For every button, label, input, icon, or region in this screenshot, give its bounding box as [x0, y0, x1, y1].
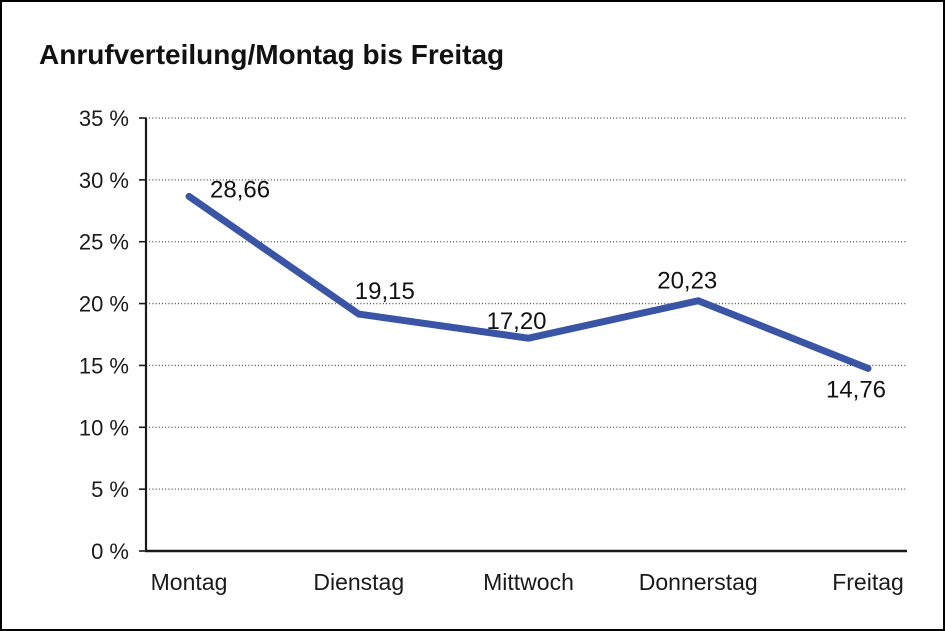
- value-label: 17,20: [486, 308, 546, 335]
- y-tick-label: 5 %: [91, 477, 129, 502]
- x-tick-label: Donnerstag: [639, 569, 758, 595]
- value-label: 20,23: [657, 268, 717, 295]
- axes-group: [139, 117, 907, 553]
- y-tick-label: 35 %: [79, 106, 129, 131]
- y-tick-label: 0 %: [91, 539, 129, 564]
- x-tick-label: Montag: [151, 569, 228, 595]
- y-tick-label: 30 %: [79, 168, 129, 193]
- x-tick-label: Dienstag: [313, 569, 404, 595]
- labels-group: 35 % 30 % 25 % 20 % 15 % 10 % 5 % 0 % Montag Dien…: [79, 106, 904, 595]
- value-label: 28,66: [210, 176, 270, 203]
- y-tick-label: 15 %: [79, 353, 129, 378]
- data-line: [185, 192, 872, 372]
- value-label: 14,76: [826, 376, 886, 403]
- data-series-group: [185, 192, 872, 372]
- value-label: 19,15: [355, 278, 415, 305]
- y-tick-label: 20 %: [79, 292, 129, 317]
- gridlines-group: [146, 117, 907, 490]
- x-tick-label: Mittwoch: [483, 569, 574, 595]
- chart-title: Anrufverteilung/Montag bis Freitag: [39, 39, 504, 70]
- y-tick-label: 10 %: [79, 415, 129, 440]
- x-tick-label: Freitag: [832, 569, 904, 595]
- y-tick-label: 25 %: [79, 230, 129, 255]
